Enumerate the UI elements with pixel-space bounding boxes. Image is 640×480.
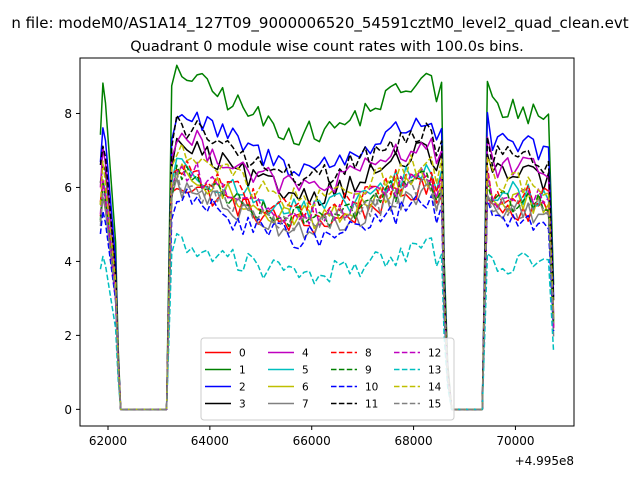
x-tick-label: 70000 <box>496 434 534 448</box>
legend-label-5: 5 <box>302 365 309 377</box>
series-line-15 <box>99 170 555 411</box>
x-tick-label: 66000 <box>293 434 331 448</box>
legend-label-1: 1 <box>239 365 246 377</box>
legend-label-0: 0 <box>239 348 246 360</box>
y-tick-label: 6 <box>64 181 72 195</box>
legend-label-13: 13 <box>428 365 441 377</box>
series-layer <box>99 64 555 411</box>
y-tick-label: 0 <box>64 403 72 417</box>
x-tick-label: 64000 <box>191 434 229 448</box>
legend-label-6: 6 <box>302 382 309 394</box>
x-offset-label: +4.995e8 <box>515 454 574 468</box>
legend-label-10: 10 <box>365 382 378 394</box>
series-line-4 <box>99 129 555 411</box>
plot-frame <box>79 57 575 427</box>
y-tick-label: 8 <box>64 107 72 121</box>
legend-label-15: 15 <box>428 399 441 411</box>
legend-label-4: 4 <box>302 348 309 360</box>
figure-suptitle: n file: modeM0/AS1A14_127T09_9000006520_… <box>11 14 628 33</box>
legend-label-12: 12 <box>428 348 441 360</box>
series-line-12 <box>99 161 555 411</box>
series-line-14 <box>99 143 555 411</box>
x-tick-label: 62000 <box>89 434 127 448</box>
y-tick-label: 4 <box>64 255 72 269</box>
legend-label-3: 3 <box>239 399 246 411</box>
x-axis: 62000 64000 66000 68000 70000 <box>89 426 535 448</box>
y-tick-label: 2 <box>64 329 72 343</box>
legend-label-9: 9 <box>365 365 372 377</box>
series-line-11 <box>99 114 555 411</box>
x-tick-label: 68000 <box>394 434 432 448</box>
legend-label-14: 14 <box>428 382 442 394</box>
series-line-2 <box>99 111 555 411</box>
chart-title: Quadrant 0 module wise count rates with … <box>130 39 524 55</box>
series-line-13 <box>99 232 555 411</box>
series-line-1 <box>99 64 555 411</box>
legend-label-11: 11 <box>365 399 378 411</box>
legend-label-8: 8 <box>365 348 372 360</box>
legend-label-2: 2 <box>239 382 246 394</box>
legend-box <box>200 337 455 421</box>
y-axis: 0 2 4 6 8 <box>64 107 80 417</box>
legend-label-7: 7 <box>302 399 309 411</box>
